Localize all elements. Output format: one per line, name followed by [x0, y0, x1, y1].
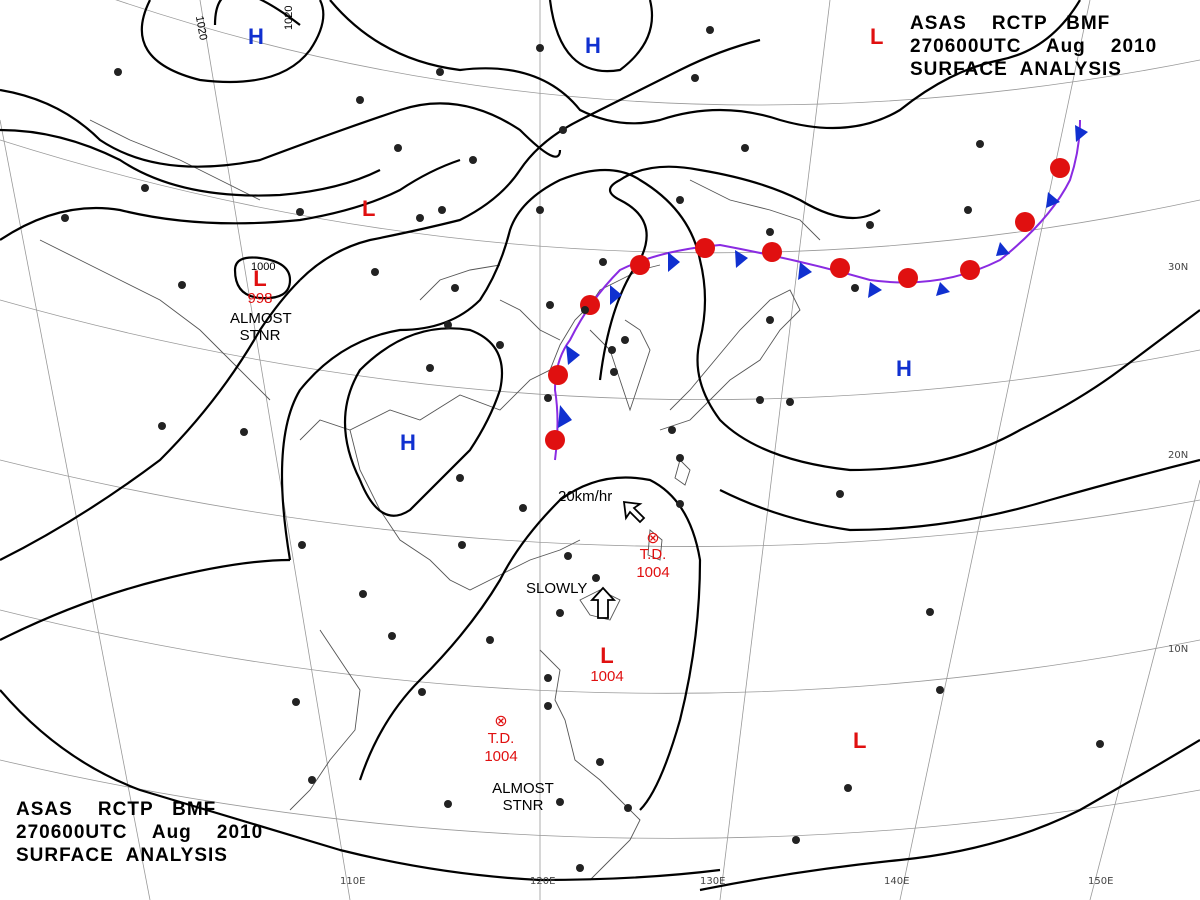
lat-label-30: 30N — [1168, 262, 1188, 273]
title-line-product: ASAS RCTP BMF — [16, 799, 217, 820]
td-scs-status-2: STNR — [502, 797, 544, 814]
lon-label-140: 140E — [884, 876, 909, 887]
lat-label-10: 10N — [1168, 644, 1188, 655]
title-line-product: ASAS RCTP BMF — [910, 13, 1111, 34]
isobar-north-2 — [548, 0, 654, 73]
high-north: H — [248, 24, 264, 49]
td-scs-label: T.D. — [487, 730, 515, 747]
motion-arrow-north — [589, 586, 617, 619]
isobar-2 — [0, 128, 381, 197]
lon-label-120: 120E — [530, 876, 555, 887]
low-sichuan-status-2: STNR — [239, 327, 281, 344]
isobar-bottom — [0, 689, 721, 882]
td-south-china-sea: ⊗ T.D. 1004 — [478, 714, 524, 766]
high-north-2: H — [585, 33, 601, 58]
isobar-4 — [0, 279, 301, 561]
isobar-south — [0, 558, 291, 641]
isobar-label-1020-left: 1020 — [193, 15, 209, 41]
td-scs-status-1: ALMOST — [492, 780, 554, 797]
isobar-label-1020-right: 1020 — [283, 6, 295, 30]
td-taiwan-label: T.D. — [639, 546, 667, 563]
isobar-china-h — [344, 327, 504, 517]
map-title-bottom: ASAS RCTP BMF 270600UTC Aug 2010 SURFACE… — [16, 798, 263, 867]
isobar-1000-closed — [233, 256, 292, 300]
title-line-time: 270600UTC Aug 2010 — [910, 36, 1158, 57]
low-sichuan-symbol: L — [253, 266, 267, 291]
low-philippine-sea: L 1004 — [585, 644, 629, 686]
isobar-1020-north — [213, 0, 301, 26]
lon-label-130: 130E — [700, 876, 725, 887]
isobar-pacific — [719, 458, 1200, 532]
isobar-bottom-right — [699, 739, 1200, 892]
isobar-1 — [0, 88, 562, 168]
low-sichuan-pressure: 998 — [247, 290, 273, 307]
motion-slow-label: SLOWLY — [526, 580, 588, 597]
lon-label-110: 110E — [340, 876, 365, 887]
td-scs-symbol: ⊗ — [494, 713, 508, 730]
isobar-3 — [0, 158, 461, 241]
isobar-5 — [299, 38, 761, 281]
isobar-big-loop — [280, 168, 1200, 561]
high-china: H — [400, 430, 416, 455]
td-scs-status: ALMOST STNR — [488, 780, 558, 814]
td-taiwan-pressure: 1004 — [636, 564, 670, 581]
isobar-north-3 — [329, 0, 1081, 130]
title-line-type: SURFACE ANALYSIS — [16, 845, 228, 866]
low-philippine-sea-pressure: 1004 — [590, 668, 624, 685]
low-sichuan: L 998 ALMOST STNR — [230, 266, 292, 345]
isobar-labels: 1020 1020 1000 — [193, 6, 295, 273]
high-pacific: H — [896, 356, 912, 381]
isobar-north-ridge — [140, 0, 325, 84]
coastlines — [39, 119, 821, 881]
low-mongolia: L — [362, 196, 376, 221]
isobar-label-1000: 1000 — [251, 261, 275, 273]
td-taiwan-symbol: ⊗ — [646, 530, 660, 547]
title-line-time: 270600UTC Aug 2010 — [16, 822, 264, 843]
title-line-type: SURFACE ANALYSIS — [910, 59, 1122, 80]
motion-arrows — [589, 500, 646, 619]
stationary-front — [545, 119, 1088, 461]
low-sichuan-status-1: ALMOST — [230, 310, 292, 327]
lon-label-150: 150E — [1088, 876, 1113, 887]
motion-arrow-northwest — [622, 500, 646, 524]
lat-label-20: 20N — [1168, 450, 1188, 461]
station-plots — [61, 26, 1104, 872]
td-scs-pressure: 1004 — [484, 748, 518, 765]
low-pacific: L — [853, 728, 867, 753]
low-philippine-sea-symbol: L — [600, 643, 614, 668]
low-northeast: L — [870, 24, 884, 49]
isobar-low-trough — [358, 476, 702, 811]
map-title-top: ASAS RCTP BMF 270600UTC Aug 2010 SURFACE… — [910, 12, 1157, 81]
motion-speed-label: 20km/hr — [558, 488, 613, 505]
grid-labels: 110E 120E 130E 140E 150E 30N 20N 10N — [340, 262, 1188, 887]
td-taiwan: ⊗ T.D. 1004 — [630, 530, 676, 582]
